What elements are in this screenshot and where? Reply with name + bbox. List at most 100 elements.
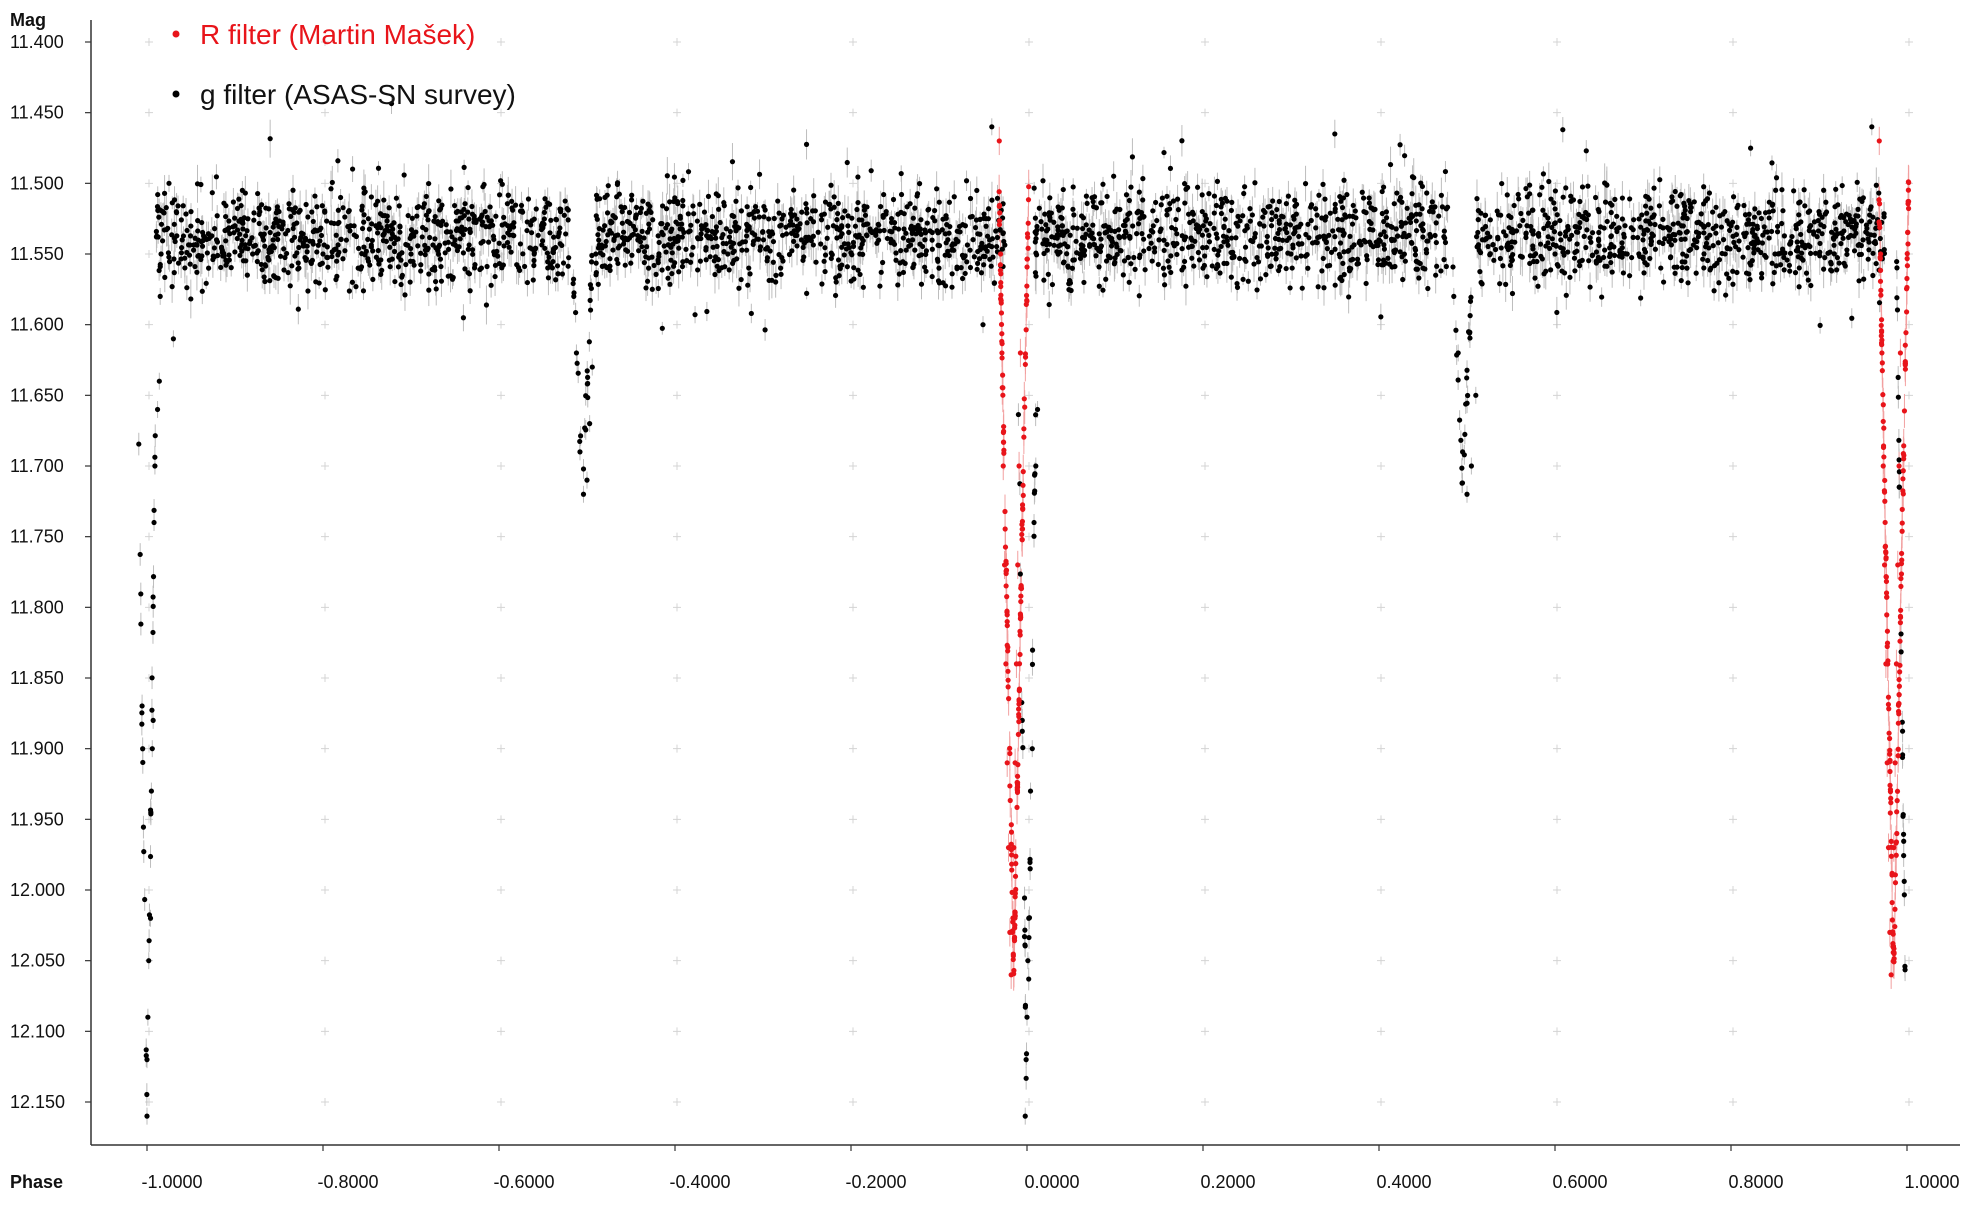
g-filter-point [676, 269, 682, 275]
g-filter-point [524, 279, 531, 286]
g-filter-point [378, 224, 384, 231]
g-filter-point [710, 244, 716, 250]
g-filter-point [281, 246, 287, 252]
g-filter-point [310, 229, 316, 235]
g-filter-point [711, 258, 717, 264]
g-filter-point [732, 219, 739, 226]
g-filter-point [333, 232, 339, 238]
g-filter-point [445, 246, 452, 252]
g-filter-point [524, 227, 530, 234]
g-filter-point [633, 204, 640, 211]
g-filter-point [414, 204, 420, 211]
grid-marker [1377, 532, 1385, 541]
g-filter-point [542, 196, 548, 202]
grid-marker [1553, 1098, 1561, 1106]
g-filter-point [230, 199, 236, 205]
grid-marker [1377, 886, 1385, 894]
g-filter-point [432, 213, 438, 220]
g-filter-point [680, 177, 686, 183]
g-filter-point [231, 230, 237, 236]
g-filter-point [773, 279, 779, 285]
grid-marker [145, 179, 153, 188]
g-filter-point [365, 236, 371, 243]
g-filter-point [287, 283, 293, 289]
g-filter-point [855, 267, 861, 273]
g-filter-point [461, 164, 467, 170]
grid-marker [1377, 1027, 1385, 1036]
g-filter-point [460, 231, 466, 238]
g-filter-point [936, 280, 942, 286]
g-filter-point [408, 245, 414, 252]
g-filter-point [391, 234, 398, 240]
g-filter-point [791, 187, 797, 193]
g-filter-point [422, 242, 428, 248]
g-filter-point [850, 239, 857, 246]
g-filter-point [392, 278, 398, 285]
g-filter-point [305, 214, 311, 220]
g-filter-point [850, 243, 857, 249]
g-filter-point [303, 201, 309, 208]
g-filter-point [726, 234, 733, 240]
g-filter-point [347, 228, 353, 234]
g-filter-point [762, 327, 768, 333]
g-filter-point [608, 218, 614, 224]
g-filter-point [788, 211, 794, 217]
g-filter-point [403, 241, 409, 248]
g-filter-point [324, 218, 330, 224]
g-filter-point [238, 203, 244, 209]
g-filter-point [906, 243, 912, 249]
g-filter-point [987, 237, 993, 243]
g-filter-point [825, 224, 831, 230]
g-filter-point [288, 213, 294, 220]
g-filter-point [599, 245, 605, 251]
g-filter-point [983, 244, 989, 250]
g-filter-point [818, 217, 825, 223]
g-filter-point [936, 199, 942, 205]
grid-marker [321, 815, 329, 824]
g-filter-point [439, 218, 446, 224]
g-filter-point [776, 210, 782, 216]
g-filter-point [156, 214, 162, 220]
g-filter-point [201, 234, 208, 240]
g-filter-point [267, 136, 273, 142]
g-filter-point [891, 241, 898, 247]
grid-marker [145, 1098, 153, 1106]
g-filter-point [893, 257, 899, 263]
g-filter-point [281, 267, 287, 273]
g-filter-point [650, 217, 656, 223]
grid-marker [1025, 250, 1033, 258]
g-filter-point [766, 216, 772, 222]
g-filter-point [244, 228, 250, 234]
g-filter-point [744, 204, 750, 210]
g-filter-point [501, 214, 507, 220]
g-filter-point [319, 260, 325, 266]
grid-marker [321, 462, 329, 470]
g-filter-point [821, 211, 827, 217]
grid-marker [321, 391, 329, 400]
g-filter-point [289, 263, 295, 269]
grid-marker [1201, 1098, 1209, 1106]
g-filter-point [929, 273, 935, 280]
grid-marker [1729, 108, 1737, 117]
g-filter-point [981, 211, 987, 217]
g-filter-point [990, 254, 996, 260]
grid-marker [673, 744, 681, 753]
g-filter-point [714, 243, 720, 249]
g-filter-point [432, 236, 438, 242]
g-filter-point [188, 223, 194, 229]
g-filter-point [340, 205, 346, 211]
g-filter-point [685, 169, 692, 175]
g-filter-point [1354, 256, 1361, 262]
g-filter-point [1000, 230, 1006, 237]
grid-marker [1553, 462, 1561, 470]
grid-marker [849, 462, 857, 470]
g-filter-point [605, 232, 611, 238]
grid-marker [849, 320, 857, 329]
grid-marker [849, 1027, 857, 1036]
grid-marker [321, 674, 329, 682]
g-filter-point [757, 247, 763, 253]
grid-marker [1905, 956, 1913, 965]
g-filter-point [618, 204, 624, 210]
g-filter-point [764, 258, 770, 264]
g-filter-point [328, 220, 334, 226]
